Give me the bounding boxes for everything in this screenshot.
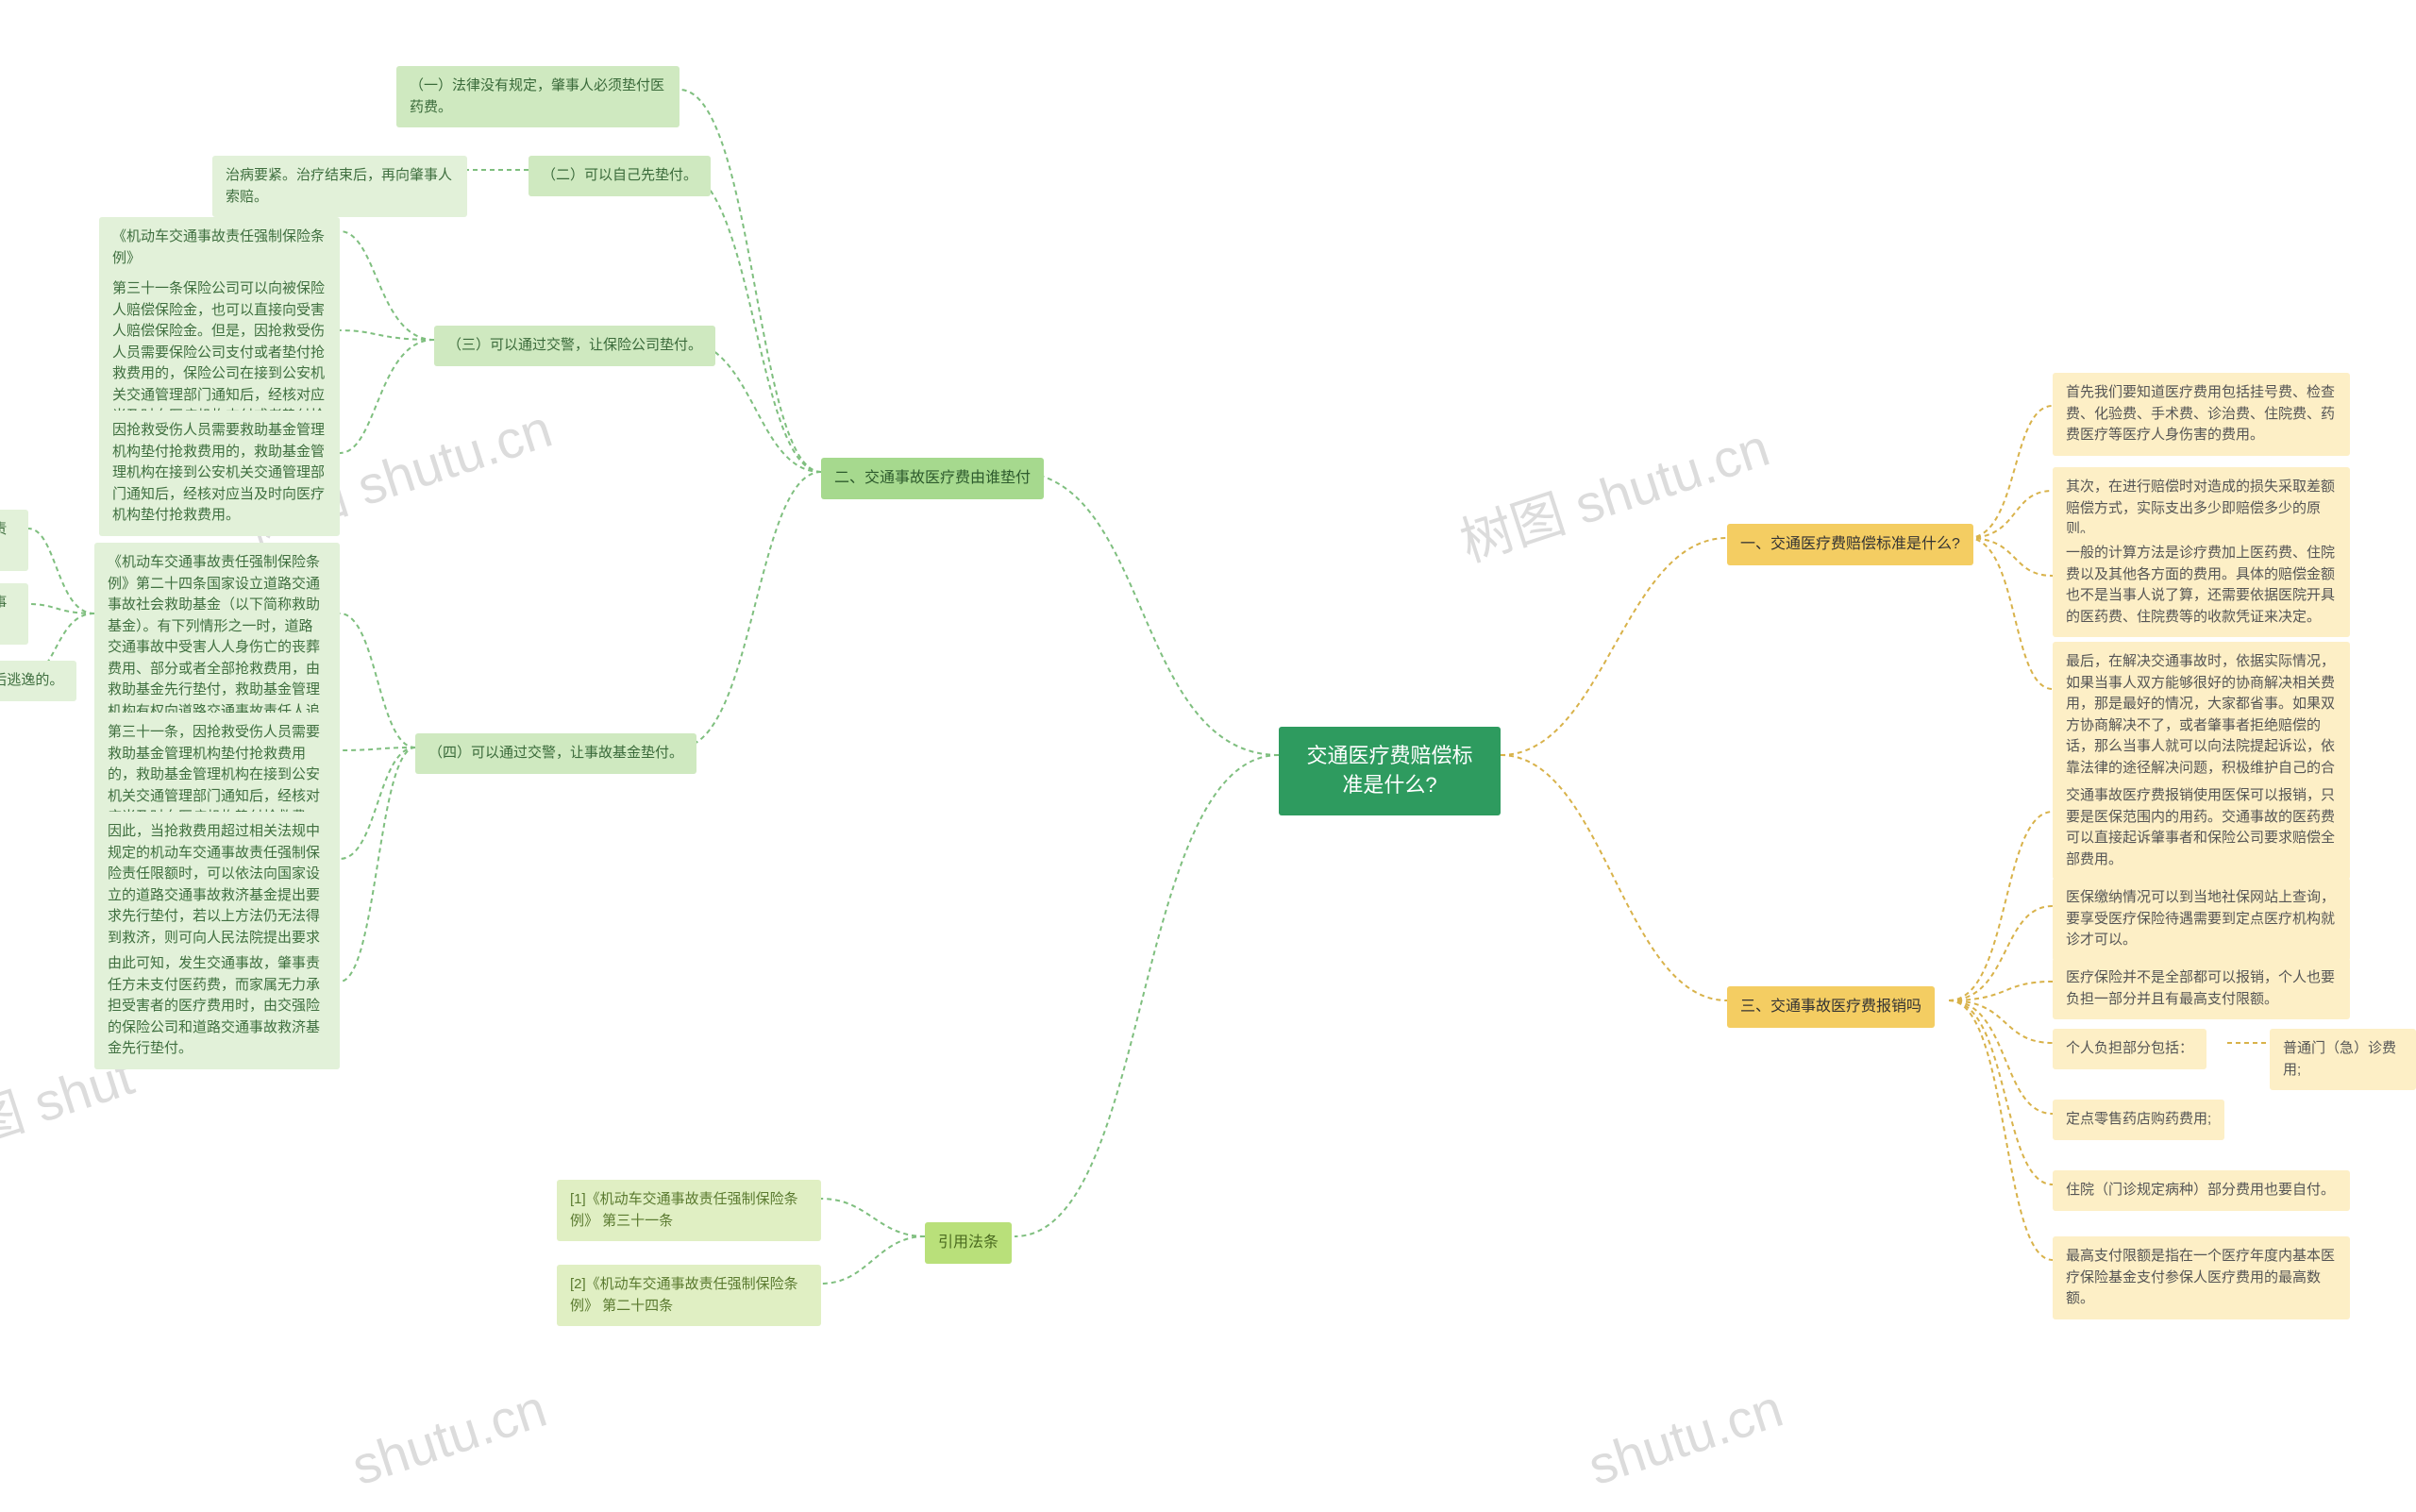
sec3-leaf: 普通门（急）诊费用; bbox=[2270, 1029, 2416, 1090]
b4-label: （四）可以通过交警，让事故基金垫付。 bbox=[415, 733, 696, 774]
sec3-title: 三、交通事故医疗费报销吗 bbox=[1727, 986, 1935, 1028]
watermark: shutu.cn bbox=[1581, 1377, 1789, 1497]
b3-leaf: 因抢救受伤人员需要救助基金管理机构垫付抢救费用的，救助基金管理机构在接到公安机关… bbox=[99, 411, 340, 536]
b4-leaf: 由此可知，发生交通事故，肇事责任方未支付医药费，而家属无力承担受害者的医疗费用时… bbox=[94, 944, 340, 1069]
sec1-leaf: 首先我们要知道医疗费用包括挂号费、检查费、化验费、手术费、诊治费、住院费、药费医… bbox=[2053, 373, 2350, 456]
ref-item: [2]《机动车交通事故责任强制保险条例》 第二十四条 bbox=[557, 1265, 821, 1326]
sec3-leaf: 个人负担部分包括： bbox=[2053, 1029, 2206, 1069]
b4-sub24-item: 2、肇事机动车未参加机动车交通事故责任强制保险的; bbox=[0, 583, 28, 645]
sec1-leaf: 一般的计算方法是诊疗费加上医药费、住院费以及其他各方面的费用。具体的赔偿金额也不… bbox=[2053, 533, 2350, 637]
ref-item: [1]《机动车交通事故责任强制保险条例》 第三十一条 bbox=[557, 1180, 821, 1241]
sec3-leaf: 定点零售药店购药费用; bbox=[2053, 1100, 2224, 1140]
sec3-leaf: 住院（门诊规定病种）部分费用也要自付。 bbox=[2053, 1170, 2350, 1211]
sec3-leaf: 医保缴纳情况可以到当地社保网站上查询，要享受医疗保险待遇需要到定点医疗机构就诊才… bbox=[2053, 878, 2350, 961]
watermark: shutu.cn bbox=[344, 1377, 553, 1497]
b1-label: （一）法律没有规定，肇事人必须垫付医药费。 bbox=[396, 66, 680, 127]
sec2-title: 二、交通事故医疗费由谁垫付 bbox=[821, 458, 1044, 499]
b2-label: （二）可以自己先垫付。 bbox=[528, 156, 711, 196]
b4-sub24-item: 1、抢救费用超过机动车交通事故责任强制保险责任限额的; bbox=[0, 510, 28, 571]
sec3-leaf: 医疗保险并不是全部都可以报销，个人也要负担一部分并且有最高支付限额。 bbox=[2053, 958, 2350, 1019]
ref-title: 引用法条 bbox=[925, 1222, 1012, 1264]
b2-leaf: 治病要紧。治疗结束后，再向肇事人索赔。 bbox=[212, 156, 467, 217]
sec1-title: 一、交通医疗费赔偿标准是什么? bbox=[1727, 524, 1973, 565]
sec3-leaf: 最高支付限额是指在一个医疗年度内基本医疗保险基金支付参保人医疗费用的最高数额。 bbox=[2053, 1236, 2350, 1319]
center-node: 交通医疗费赔偿标准是什么? bbox=[1279, 727, 1501, 815]
b4-sub24-item: 3、机动车肇事后逃逸的。 bbox=[0, 661, 76, 701]
sec3-leaf: 交通事故医疗费报销使用医保可以报销，只要是医保范围内的用药。交通事故的医药费可以… bbox=[2053, 776, 2350, 880]
b3-label: （三）可以通过交警，让保险公司垫付。 bbox=[434, 326, 715, 366]
